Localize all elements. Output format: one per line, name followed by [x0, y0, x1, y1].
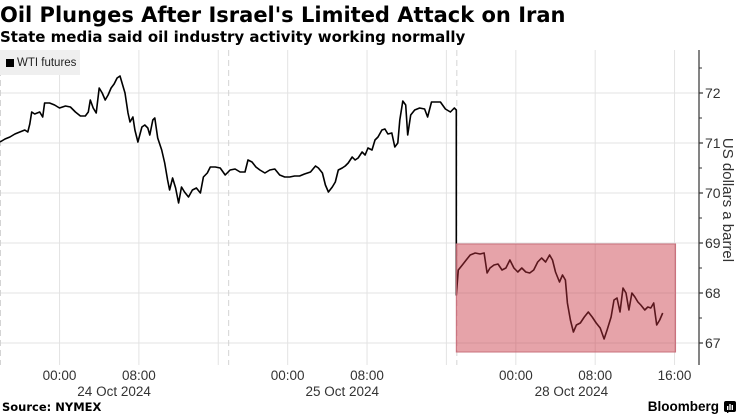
- brand-logo: Bloomberg: [648, 400, 736, 414]
- chart-subtitle: State media said oil industry activity w…: [0, 28, 466, 46]
- x-tick-label: 00:00: [43, 368, 77, 383]
- x-axis-labels: 00:00 08:00 00:00 08:00 00:00 08:00 16:00 24 Oc…: [43, 368, 692, 399]
- y-tick-label: 67: [705, 335, 721, 351]
- legend-label-wti-futures: WTI futures: [17, 56, 77, 69]
- highlight-box: [455, 243, 677, 353]
- y-tick-label: 72: [705, 85, 721, 101]
- bloomberg-terminal-icon: [724, 401, 736, 413]
- x-tick-label: 00:00: [271, 368, 305, 383]
- highlight-layer: [455, 243, 677, 353]
- x-tick-label: 08:00: [122, 368, 156, 383]
- square-swatch-icon: [6, 58, 14, 67]
- y-axis: 67 68 69 70 71 72 US dollars a barrel: [698, 50, 736, 365]
- y-tick-label: 71: [705, 135, 721, 151]
- y-axis-title: US dollars a barrel: [719, 138, 736, 262]
- brand-name: Bloomberg: [647, 399, 719, 414]
- x-date-label: 25 Oct 2024: [305, 384, 379, 399]
- x-date-label: 28 Oct 2024: [535, 384, 609, 399]
- chart-title: Oil Plunges After Israel's Limited Attac…: [0, 3, 566, 27]
- series-line-wti-futures: [0, 75, 664, 340]
- y-tick-label: 68: [705, 285, 721, 301]
- legend: WTI futures: [0, 50, 80, 75]
- gridlines: [0, 50, 699, 365]
- x-tick-label: 16:00: [658, 368, 692, 383]
- x-tick-label: 08:00: [578, 368, 612, 383]
- series-layer: [0, 75, 664, 340]
- x-date-label: 24 Oct 2024: [77, 384, 151, 399]
- y-tick-label: 69: [705, 235, 721, 251]
- source-note: Source: NYMEX: [2, 400, 102, 414]
- y-tick-label: 70: [705, 185, 721, 201]
- x-tick-label: 08:00: [350, 368, 384, 383]
- x-tick-label: 00:00: [499, 368, 533, 383]
